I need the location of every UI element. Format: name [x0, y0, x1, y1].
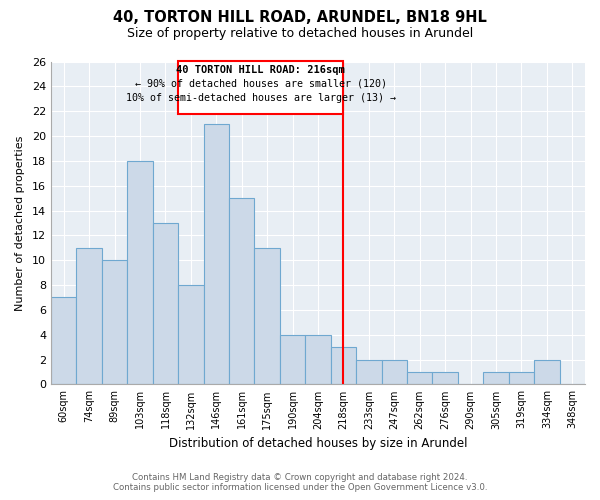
Bar — [534, 360, 560, 384]
Text: Contains HM Land Registry data © Crown copyright and database right 2024.
Contai: Contains HM Land Registry data © Crown c… — [113, 473, 487, 492]
Bar — [280, 334, 305, 384]
Bar — [356, 360, 382, 384]
Text: 40 TORTON HILL ROAD: 216sqm: 40 TORTON HILL ROAD: 216sqm — [176, 65, 345, 75]
Bar — [51, 298, 76, 384]
Bar — [407, 372, 433, 384]
Bar — [229, 198, 254, 384]
Text: ← 90% of detached houses are smaller (120): ← 90% of detached houses are smaller (12… — [135, 79, 387, 89]
Bar — [127, 161, 153, 384]
Bar — [76, 248, 102, 384]
Bar — [433, 372, 458, 384]
Text: Size of property relative to detached houses in Arundel: Size of property relative to detached ho… — [127, 28, 473, 40]
Y-axis label: Number of detached properties: Number of detached properties — [15, 136, 25, 310]
Bar — [305, 334, 331, 384]
X-axis label: Distribution of detached houses by size in Arundel: Distribution of detached houses by size … — [169, 437, 467, 450]
Bar — [254, 248, 280, 384]
Text: 40, TORTON HILL ROAD, ARUNDEL, BN18 9HL: 40, TORTON HILL ROAD, ARUNDEL, BN18 9HL — [113, 10, 487, 25]
Bar — [483, 372, 509, 384]
Bar — [509, 372, 534, 384]
Bar — [331, 347, 356, 385]
Bar — [178, 285, 203, 384]
Bar — [203, 124, 229, 384]
Bar — [102, 260, 127, 384]
Text: 10% of semi-detached houses are larger (13) →: 10% of semi-detached houses are larger (… — [126, 92, 396, 102]
Bar — [153, 223, 178, 384]
Bar — [178, 62, 343, 114]
Bar — [382, 360, 407, 384]
